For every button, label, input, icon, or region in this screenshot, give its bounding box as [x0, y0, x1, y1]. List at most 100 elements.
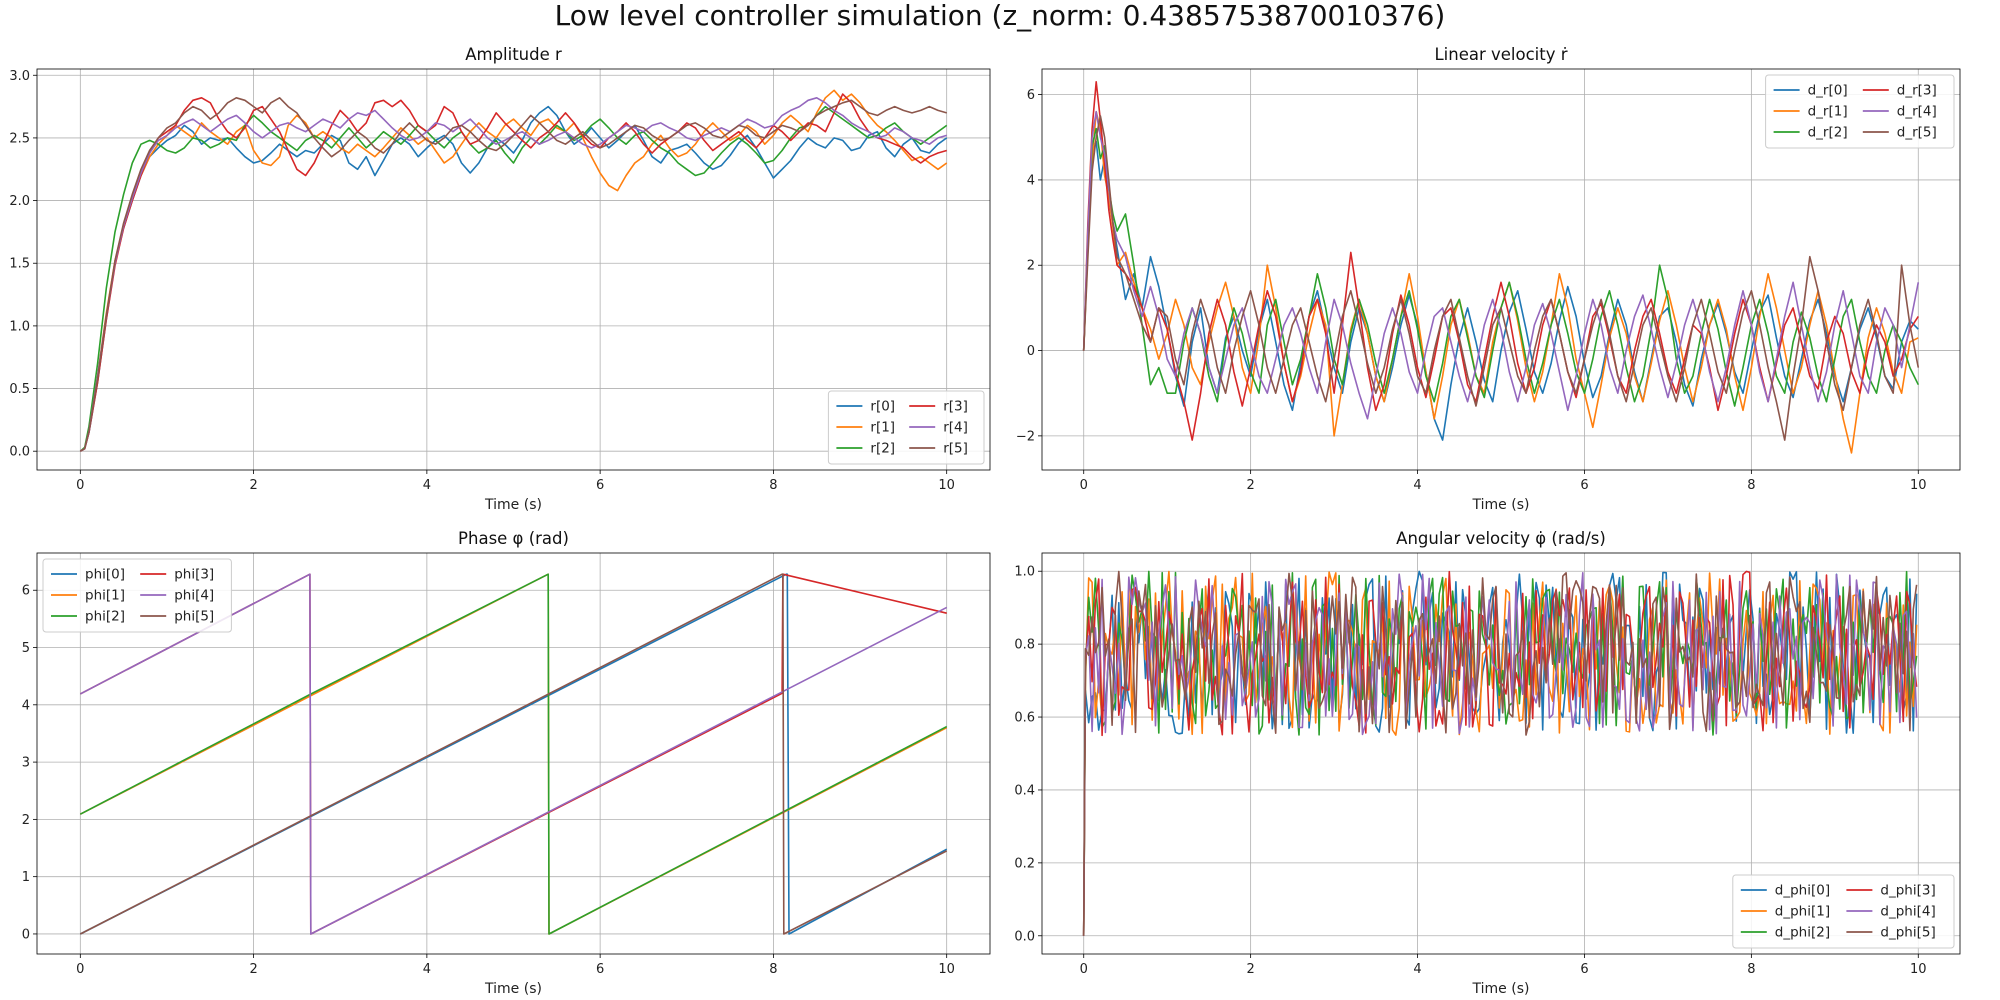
- legend-box: [42, 558, 232, 633]
- legend-entry: r[4]: [943, 420, 968, 436]
- y-tick-label: 0: [1027, 344, 1035, 359]
- x-tick-label: 6: [596, 962, 604, 977]
- legend-entry: phi[5]: [174, 609, 214, 625]
- series-line-phi[2]: [79, 573, 948, 935]
- legend-entry: d_phi[3]: [1880, 883, 1935, 899]
- legend-box: [1765, 74, 1955, 149]
- y-tick-label: 5: [22, 641, 30, 656]
- y-tick-label: 1: [22, 870, 30, 885]
- legend-entry: d_r[2]: [1808, 125, 1848, 141]
- legend-entry: phi[0]: [85, 567, 125, 583]
- y-tick-label: 0.2: [1014, 856, 1035, 871]
- x-tick-label: 0: [76, 478, 84, 493]
- y-tick-label: 3: [22, 756, 30, 771]
- axes-frame: [1041, 552, 1961, 955]
- x-tick-label: 10: [938, 962, 955, 977]
- legend-entry: d_r[0]: [1808, 83, 1848, 99]
- legend-amplitude: r[0] r[1] r[2] r[3] r[4] r[5]: [827, 390, 985, 465]
- legend-entry: r[2]: [870, 441, 895, 457]
- legend-linear-velocity: d_r[0] d_r[1] d_r[2] d_r[3] d_r[4] d_r[5]: [1765, 74, 1955, 149]
- legend-entry: r[0]: [870, 399, 895, 415]
- panel-title: Phase φ (rad): [458, 529, 569, 548]
- legend-entry: r[5]: [943, 441, 968, 457]
- series-line-phi[5]: [79, 573, 948, 935]
- series-line-phi[4]: [79, 573, 948, 935]
- y-tick-label: 6: [22, 584, 30, 599]
- axes-frame: [36, 68, 991, 471]
- legend-entry: phi[1]: [85, 588, 125, 604]
- series-line-d_r[5]: [1082, 115, 1920, 441]
- legend-entry: d_phi[1]: [1775, 904, 1830, 920]
- panel-angular-velocity: 0 2 4 6 8 10 0.0 0.2 0.4 0.6 0.8 1.0 Angular velocit…: [1014, 529, 1961, 997]
- x-tick-label: 8: [769, 478, 777, 493]
- x-tick-label: 10: [938, 478, 955, 493]
- series-line-r[4]: [79, 97, 947, 452]
- panel-amplitude: 0 2 4 6 8 10 0.0 0.5 1.0 1.5 2.0 2.5 3.0 Amplitude r T…: [9, 45, 991, 513]
- legend-phase: phi[0] phi[1] phi[2] phi[3] phi[4] phi[5]: [42, 558, 232, 633]
- legend-entry: phi[4]: [174, 588, 214, 604]
- panel-title: Amplitude r: [465, 45, 562, 64]
- x-tick-label: 8: [1747, 478, 1755, 493]
- y-tick-label: 0.0: [1014, 929, 1035, 944]
- legend-entry: d_r[1]: [1808, 104, 1848, 120]
- series-group-angular-velocity: [1082, 570, 1918, 936]
- legend-entry: r[3]: [943, 399, 968, 415]
- legend-entry: phi[2]: [85, 609, 125, 625]
- series-group-amplitude: [79, 89, 948, 452]
- legend-entry: phi[3]: [174, 567, 214, 583]
- y-tick-label: 1.5: [9, 257, 30, 272]
- x-tick-label: 10: [1910, 962, 1927, 977]
- y-tick-label: 0.6: [1014, 711, 1035, 726]
- x-tick-label: 2: [1246, 478, 1254, 493]
- x-tick-label: 2: [249, 962, 257, 977]
- x-tick-label: 6: [1580, 962, 1588, 977]
- x-tick-label: 8: [769, 962, 777, 977]
- y-tick-label: 4: [1027, 173, 1035, 188]
- axes-frame: [1041, 68, 1961, 471]
- legend-angular-velocity: d_phi[0] d_phi[1] d_phi[2] d_phi[3] d_phi[4]…: [1732, 874, 1955, 949]
- x-tick-label: 6: [1580, 478, 1588, 493]
- x-tick-label: 4: [1413, 962, 1421, 977]
- panel-title: Angular velocity φ̇ (rad/s): [1396, 529, 1606, 548]
- legend-entry: d_phi[0]: [1775, 883, 1830, 899]
- x-tick-label: 10: [1910, 478, 1927, 493]
- legend-entry: d_phi[2]: [1775, 925, 1830, 941]
- x-tick-label: 4: [1413, 478, 1421, 493]
- x-axis-label: Time (s): [1472, 981, 1530, 997]
- x-tick-label: 2: [249, 478, 257, 493]
- y-tick-label: 2: [1027, 259, 1035, 274]
- y-tick-label: 0: [22, 927, 30, 942]
- y-tick-label: −2: [1016, 429, 1035, 444]
- legend-box: [827, 390, 985, 465]
- x-tick-label: 8: [1747, 962, 1755, 977]
- y-tick-label: 0.8: [1014, 638, 1035, 653]
- x-tick-label: 4: [423, 478, 431, 493]
- panel-linear-velocity: 0 2 4 6 8 10 −2 0 2 4 6 Linear velocity ṙ Time (s) d_…: [1016, 45, 1961, 513]
- x-tick-label: 0: [1080, 962, 1088, 977]
- legend-entry: d_phi[5]: [1880, 925, 1935, 941]
- panel-title: Linear velocity ṙ: [1434, 45, 1567, 64]
- y-tick-label: 2.5: [9, 131, 30, 146]
- x-axis-label: Time (s): [1472, 497, 1530, 513]
- series-group-linear-velocity: [1082, 81, 1920, 454]
- series-group-phase: [79, 573, 948, 935]
- y-tick-label: 0.5: [9, 382, 30, 397]
- series-line-r[5]: [79, 97, 947, 452]
- y-tick-label: 4: [22, 698, 30, 713]
- series-line-d_phi[5]: [1082, 570, 1918, 936]
- panel-phase: 0 2 4 6 8 10 0 1 2 3 4 5 6 Phase φ (rad) Time (s) phi[0…: [22, 529, 991, 997]
- series-line-phi[0]: [79, 573, 948, 935]
- series-line-r[2]: [79, 105, 948, 452]
- series-line-d_r[4]: [1082, 110, 1920, 420]
- x-tick-label: 0: [76, 962, 84, 977]
- y-tick-label: 3.0: [9, 69, 30, 84]
- y-tick-label: 1.0: [9, 319, 30, 334]
- x-tick-label: 6: [596, 478, 604, 493]
- legend-entry: d_r[3]: [1897, 83, 1937, 99]
- figure-title: Low level controller simulation (z_norm:…: [555, 0, 1446, 32]
- y-tick-label: 2.0: [9, 194, 30, 209]
- legend-entry: d_r[5]: [1897, 125, 1937, 141]
- x-tick-label: 4: [423, 962, 431, 977]
